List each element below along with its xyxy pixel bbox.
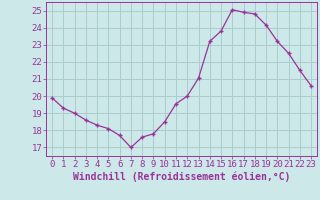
X-axis label: Windchill (Refroidissement éolien,°C): Windchill (Refroidissement éolien,°C) (73, 172, 290, 182)
